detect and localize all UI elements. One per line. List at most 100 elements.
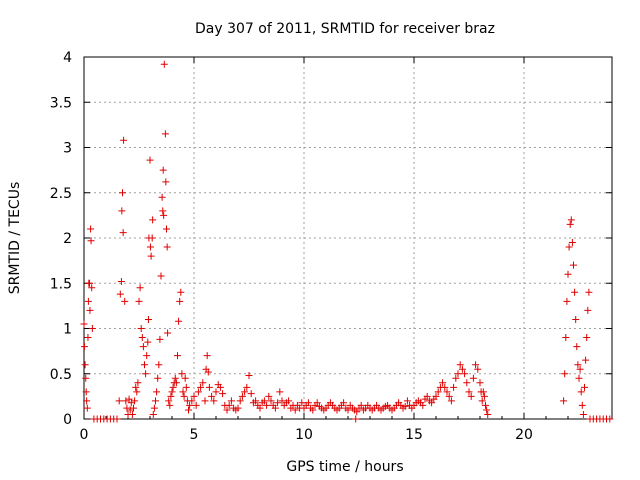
data-point <box>313 399 321 407</box>
data-point <box>125 395 133 403</box>
data-point <box>82 374 90 382</box>
data-point <box>152 397 159 405</box>
tick-labels: 0 5 10 15 20 0 0.5 1 1.5 2 2.5 3 3.5 4 <box>50 50 533 443</box>
data-point <box>86 279 93 287</box>
data-point <box>445 392 453 400</box>
data-point <box>141 361 148 369</box>
data-point <box>168 388 176 396</box>
data-point <box>132 383 140 391</box>
data-point <box>304 399 312 407</box>
data-point <box>146 156 154 164</box>
data-point <box>208 392 216 400</box>
data-point <box>260 397 268 405</box>
data-point <box>577 388 585 396</box>
data-point <box>201 397 209 405</box>
data-point <box>142 370 150 378</box>
data-point <box>482 401 489 409</box>
data-point <box>199 379 207 387</box>
data-point <box>465 388 473 396</box>
data-point <box>118 207 126 215</box>
data-point <box>480 392 488 400</box>
data-point <box>172 379 180 387</box>
data-point <box>584 306 592 314</box>
y-tick-label: 2 <box>63 231 72 247</box>
data-point <box>443 388 451 396</box>
data-point <box>469 374 477 382</box>
data-point <box>146 243 154 251</box>
data-point <box>458 365 466 373</box>
data-point <box>123 404 131 412</box>
data-point <box>585 288 593 296</box>
data-point <box>573 343 581 351</box>
data-point <box>265 392 273 400</box>
data-point <box>113 415 121 423</box>
data-point <box>238 392 246 400</box>
data-point <box>156 335 164 343</box>
data-point <box>276 388 284 396</box>
data-point <box>570 261 577 269</box>
data-point <box>606 415 614 423</box>
data-point <box>137 325 145 332</box>
data-point <box>165 397 173 405</box>
data-point <box>565 243 573 251</box>
data-point <box>564 270 572 278</box>
data-point <box>467 392 475 400</box>
data-point <box>575 374 583 382</box>
y-axis-label: SRMTID / TECUs <box>7 182 23 295</box>
x-tick-label: 0 <box>80 427 89 443</box>
x-tick-label: 10 <box>295 427 313 443</box>
data-point <box>197 383 205 391</box>
data-point <box>216 383 224 391</box>
data-point <box>219 390 227 398</box>
data-point <box>428 399 436 407</box>
data-point <box>188 397 196 405</box>
data-point <box>566 220 574 228</box>
data-point <box>252 397 260 405</box>
data-point <box>278 397 286 405</box>
data-point <box>241 388 249 396</box>
y-tick-label: 3.5 <box>50 95 72 111</box>
data-point <box>478 397 486 405</box>
data-point <box>155 361 163 369</box>
data-point <box>568 239 576 247</box>
chart-title: Day 307 of 2011, SRMTID for receiver bra… <box>195 21 495 37</box>
data-point <box>461 370 469 378</box>
data-point <box>122 397 130 405</box>
plot-frame <box>83 56 613 420</box>
data-point <box>88 284 96 292</box>
data-point <box>401 402 409 410</box>
y-tick-label: 1.5 <box>50 276 72 292</box>
data-point <box>291 406 299 414</box>
data-point <box>175 317 183 325</box>
data-point <box>159 207 167 215</box>
data-point <box>236 397 244 405</box>
data-point <box>134 379 142 387</box>
data-point <box>572 315 580 323</box>
data-point <box>144 315 152 323</box>
data-point <box>177 288 185 296</box>
data-point <box>167 392 175 400</box>
data-point <box>285 397 293 405</box>
data-point <box>176 297 184 305</box>
data-point <box>87 225 95 233</box>
data-point <box>116 290 124 298</box>
data-point <box>484 410 492 418</box>
data-point <box>157 272 165 280</box>
data-point <box>159 166 167 174</box>
data-point <box>212 388 220 396</box>
data-point <box>185 406 192 414</box>
data-point <box>194 388 202 396</box>
data-point <box>256 404 264 412</box>
data-point <box>162 178 170 186</box>
data-point <box>133 388 141 396</box>
data-point <box>83 397 91 405</box>
data-point <box>476 379 484 387</box>
data-point <box>121 297 129 305</box>
data-point <box>344 406 352 414</box>
data-point <box>136 284 144 292</box>
data-point <box>148 234 156 242</box>
data-point <box>579 410 587 418</box>
data-point <box>135 297 143 305</box>
data-point <box>80 320 88 328</box>
data-point <box>432 392 440 400</box>
